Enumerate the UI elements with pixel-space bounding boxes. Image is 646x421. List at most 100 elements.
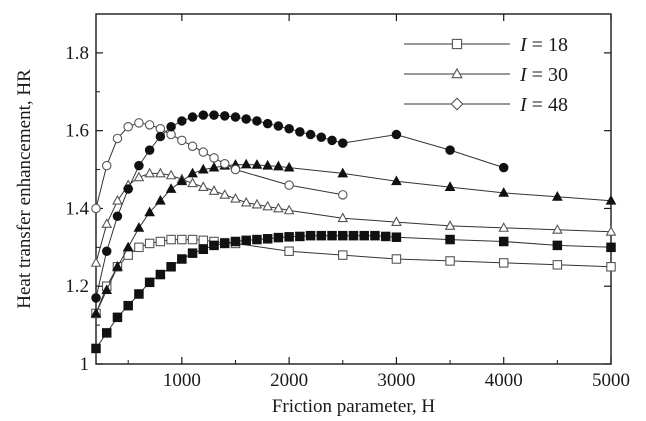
data-point-triangle xyxy=(144,167,155,178)
series-3 xyxy=(90,167,617,267)
data-point-square xyxy=(177,254,187,264)
data-point-square xyxy=(123,300,133,311)
data-point-square xyxy=(445,234,455,245)
data-point-square xyxy=(144,238,155,249)
x-axis-label: Friction parameter, H xyxy=(272,396,436,417)
data-point-square xyxy=(327,230,337,241)
data-point-triangle xyxy=(605,226,617,236)
data-point-circle xyxy=(187,112,198,122)
data-point-triangle xyxy=(451,67,463,79)
series-1 xyxy=(91,234,616,319)
data-point-square xyxy=(101,328,112,338)
data-point-square xyxy=(552,240,563,251)
data-point-square xyxy=(112,312,123,323)
data-point-square xyxy=(262,234,273,244)
data-point-circle xyxy=(144,145,155,155)
data-point-circle xyxy=(445,145,455,155)
data-point-square xyxy=(498,258,509,268)
data-point-circle xyxy=(134,160,144,171)
data-point-square xyxy=(316,230,327,241)
legend-item: I = 48 xyxy=(404,94,568,116)
data-point-circle xyxy=(209,153,219,163)
data-point-triangle xyxy=(144,206,155,217)
data-point-triangle xyxy=(391,175,402,186)
data-point-square xyxy=(273,232,284,243)
data-point-triangle xyxy=(283,204,295,215)
data-point-square xyxy=(284,232,294,242)
y-tick-label: 1.4 xyxy=(65,198,89,219)
data-point-circle xyxy=(338,138,348,148)
data-point-triangle xyxy=(262,159,274,170)
data-point-circle xyxy=(198,147,209,157)
data-point-circle xyxy=(112,211,123,221)
data-point-triangle xyxy=(208,185,220,195)
data-point-square xyxy=(209,240,219,251)
data-point-triangle xyxy=(122,241,134,252)
data-point-triangle xyxy=(187,177,198,188)
data-point-circle xyxy=(91,293,101,303)
data-point-triangle xyxy=(552,191,563,201)
data-point-triangle xyxy=(165,169,177,180)
data-point-circle xyxy=(230,164,241,175)
data-point-diamond xyxy=(450,97,464,111)
data-point-circle xyxy=(177,116,187,126)
data-point-circle xyxy=(91,203,101,214)
data-point-circle xyxy=(166,129,176,140)
data-point-triangle xyxy=(552,224,563,234)
data-point-triangle xyxy=(273,160,284,171)
data-point-square xyxy=(220,238,230,249)
data-point-triangle xyxy=(219,189,231,199)
data-point-triangle xyxy=(133,222,145,232)
plot-frame xyxy=(95,13,612,365)
data-point-square xyxy=(144,277,155,288)
data-point-triangle xyxy=(112,194,123,205)
legend-marker xyxy=(450,97,464,111)
x-tick-label: 1000 xyxy=(163,370,201,391)
data-point-square xyxy=(348,230,359,241)
y-axis-label: Heat transfer enhancement, HR xyxy=(14,69,35,309)
data-point-square xyxy=(166,234,176,245)
data-point-circle xyxy=(112,133,123,144)
data-point-triangle xyxy=(112,261,123,271)
data-point-triangle xyxy=(165,183,177,193)
data-point-triangle xyxy=(155,194,166,205)
data-point-square xyxy=(177,234,187,245)
data-point-circle xyxy=(316,132,327,143)
data-point-circle xyxy=(220,111,230,121)
x-tick-label: 3000 xyxy=(377,370,415,391)
data-point-circle xyxy=(123,122,133,132)
axes-layer: 1000 2000 3000 4000 5000 1 1.2 1.4 1.6 1.8 xyxy=(65,13,630,391)
data-point-square xyxy=(445,256,455,266)
data-point-circle xyxy=(391,129,402,140)
data-point-square xyxy=(606,242,616,253)
data-point-triangle xyxy=(197,163,209,174)
data-point-circle xyxy=(220,158,230,169)
data-point-square xyxy=(166,262,176,272)
x-tick-label: 2000 xyxy=(270,370,308,391)
data-point-triangle xyxy=(273,202,284,213)
data-point-circle xyxy=(187,141,198,151)
data-point-square xyxy=(198,235,209,246)
series-line xyxy=(95,235,612,349)
legend-marker xyxy=(451,67,463,79)
data-point-circle xyxy=(262,118,273,129)
data-point-square xyxy=(284,246,294,256)
y-tick-label: 1.2 xyxy=(65,276,89,297)
data-point-circle xyxy=(134,118,144,128)
data-point-circle xyxy=(498,162,509,173)
data-point-triangle xyxy=(605,194,617,205)
x-tick-label: 4000 xyxy=(485,370,523,391)
data-point-square xyxy=(134,242,144,253)
data-point-circle xyxy=(155,131,166,142)
data-point-square xyxy=(241,235,251,246)
data-point-triangle xyxy=(133,171,145,182)
series-6 xyxy=(91,110,509,303)
data-point-circle xyxy=(166,122,176,132)
data-point-triangle xyxy=(444,220,456,230)
data-point-circle xyxy=(305,129,316,140)
y-tick-label: 1.8 xyxy=(65,43,89,64)
data-point-circle xyxy=(177,135,187,146)
data-point-circle xyxy=(338,190,348,200)
data-point-triangle xyxy=(101,218,113,228)
legend-label: I = 48 xyxy=(519,94,568,116)
